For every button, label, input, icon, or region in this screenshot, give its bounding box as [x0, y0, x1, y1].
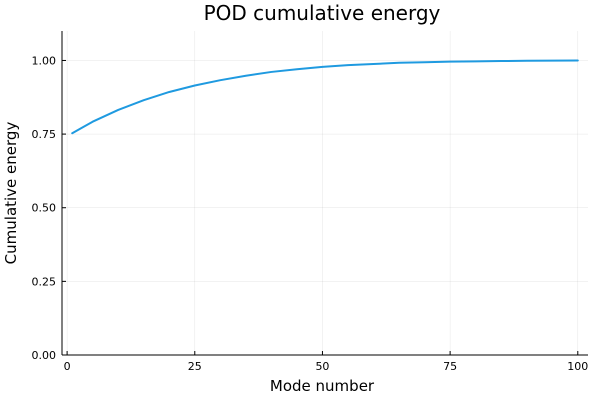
x-tick-label-0: 0: [64, 360, 71, 373]
series-layer: [71, 59, 579, 135]
tick-labels: 0 25 50 75 100 0.00 0.25 0.50 0.75 1.00: [32, 54, 589, 373]
y-tick-label-3: 0.75: [32, 128, 57, 141]
y-tick-label-2: 0.50: [32, 202, 57, 215]
series-line-0: [71, 59, 579, 135]
y-axis-label: Cumulative energy: [2, 122, 20, 265]
y-tick-label-4: 1.00: [32, 54, 57, 67]
y-tick-label-0: 0.00: [32, 349, 57, 362]
x-tick-label-2: 50: [315, 360, 329, 373]
x-tick-label-3: 75: [443, 360, 457, 373]
x-tick-label-4: 100: [567, 360, 588, 373]
x-tick-label-1: 25: [188, 360, 202, 373]
y-tick-label-1: 0.25: [32, 275, 57, 288]
chart-title: POD cumulative energy: [204, 1, 441, 25]
x-axis-label: Mode number: [270, 377, 375, 395]
grid: [62, 31, 588, 356]
axes: [61, 31, 588, 356]
